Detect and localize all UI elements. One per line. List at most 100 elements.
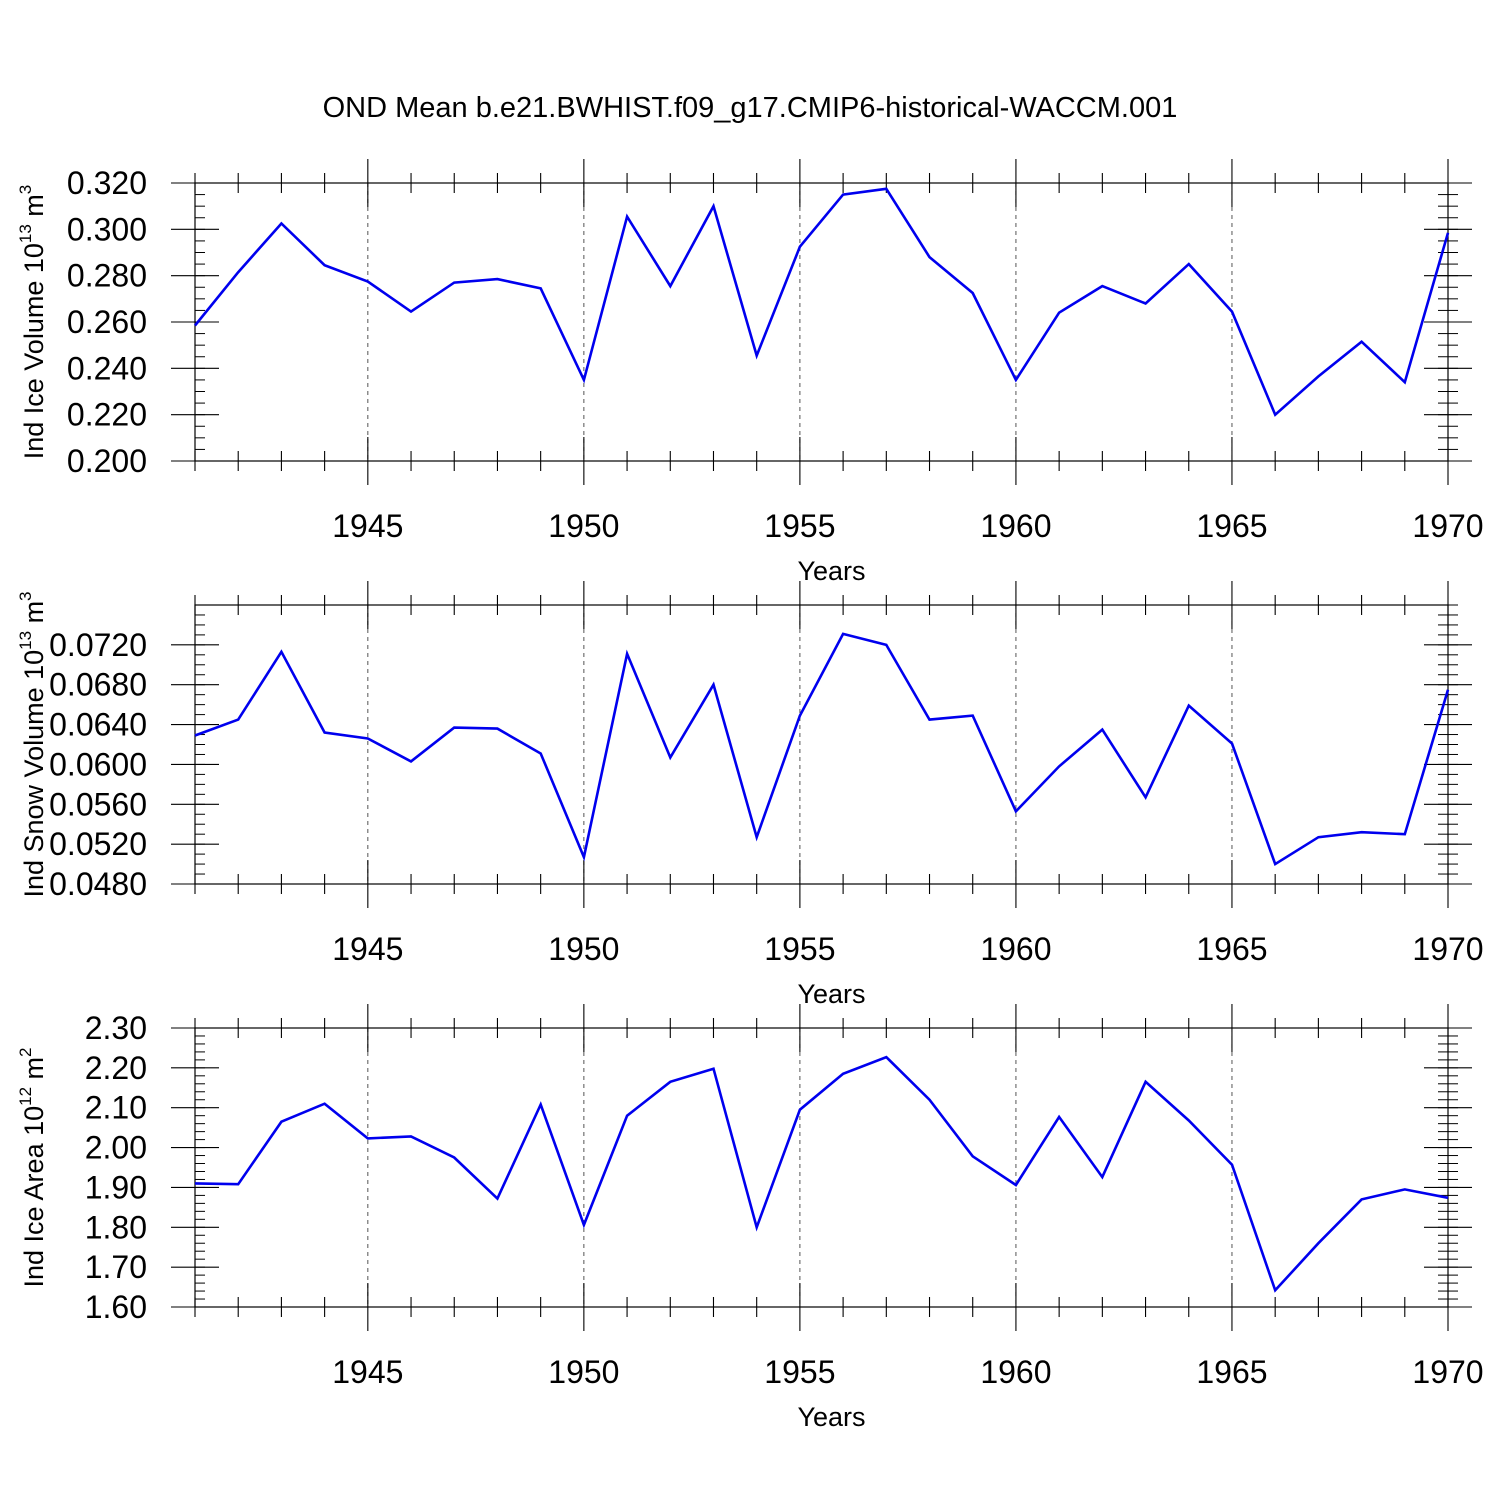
x-tick-label: 1955 [764,931,835,967]
data-point [971,291,975,295]
data-point [841,632,845,636]
data-point [1403,380,1407,384]
data-point [1057,764,1061,768]
data-point [409,759,413,763]
data-point [1144,301,1148,305]
y-tick-label: 0.280 [67,258,147,294]
data-point [1100,284,1104,288]
data-point [1316,835,1320,839]
data-point [366,737,370,741]
data-point [625,1114,629,1118]
x-tick-label: 1970 [1412,931,1483,967]
data-point [928,255,932,259]
data-point [452,726,456,730]
data-point [495,277,499,281]
y-axis-label-part: Ind Snow Volume 10 [19,650,49,898]
data-point [798,714,802,718]
y-tick-label: 0.0640 [49,707,147,743]
series-line [194,1055,1449,1293]
data-point [755,1225,759,1229]
data-point [668,755,672,759]
data-point [1014,809,1018,813]
data-point [928,718,932,722]
x-tick-label: 1960 [980,508,1051,544]
data-point [452,1156,456,1160]
data-point [582,1223,586,1227]
x-tick-label: 1955 [764,508,835,544]
y-axis-label-part: Ind Ice Volume 10 [19,243,49,459]
y-tick-label: 1.60 [85,1289,147,1325]
x-tick-label: 1945 [332,508,403,544]
y-tick-label: 1.80 [85,1209,147,1245]
data-point [1316,374,1320,378]
panel-3: 1.60 1.70 1.80 1.902.00 2.10 2.20 2.30 1945 1950… [16,1004,1484,1432]
data-point [582,855,586,859]
y-tick-label: 0.0520 [49,826,147,862]
data-point [409,310,413,314]
data-point [236,718,240,722]
data-point [1446,1196,1450,1200]
data-point [539,286,543,290]
x-tick-label: 1945 [332,1354,403,1390]
y-tick-label: 2.30 [85,1010,147,1046]
x-tick-label: 1965 [1196,931,1267,967]
data-point [1014,1183,1018,1187]
data-point [1273,413,1277,417]
data-point [1187,1118,1191,1122]
data-point [1403,1187,1407,1191]
x-tick-label: 1970 [1412,508,1483,544]
data-point [1100,728,1104,732]
data-point [668,284,672,288]
data-point [1273,1288,1277,1292]
panel-1: 0.200 0.220 0.240 0.260 0.280 0.300 0.320 1945 1… [16,159,1484,586]
y-tick-label: 0.0720 [49,627,147,663]
data-point [841,1072,845,1076]
y-axis-label: Ind Ice Area 1012 m2 [16,1047,49,1287]
y-axis-label-part: 3 [16,185,35,194]
y-tick-label: 0.0560 [49,786,147,822]
data-point [539,751,543,755]
y-tick-label: 2.00 [85,1130,147,1166]
data-point [625,215,629,219]
data-point [668,1080,672,1084]
data-point [841,193,845,197]
x-tick-label: 1945 [332,931,403,967]
plot-frame [194,182,1449,462]
y-axis-label-part: 2 [16,1047,35,1056]
x-tick-label: 1955 [764,1354,835,1390]
data-point [495,1197,499,1201]
data-point [539,1103,543,1107]
data-point [711,683,715,687]
x-tick-label: 1960 [980,1354,1051,1390]
y-tick-label: 0.200 [67,443,147,479]
y-tick-label: 0.300 [67,211,147,247]
y-axis-label: Ind Snow Volume 1013 m3 [16,591,49,897]
data-point [1057,311,1061,315]
data-point [1187,262,1191,266]
data-point [236,1182,240,1186]
data-point [798,1108,802,1112]
data-point [1230,742,1234,746]
data-point [884,1055,888,1059]
y-tick-label: 1.70 [85,1249,147,1285]
data-point [798,245,802,249]
data-point [884,187,888,191]
y-axis-label-part: m [19,194,49,224]
data-point [928,1098,932,1102]
data-point [1014,378,1018,382]
x-tick-label: 1950 [548,508,619,544]
y-axis-label-part: Ind Ice Area 10 [19,1106,49,1288]
y-tick-label: 0.240 [67,350,147,386]
figure-title: OND Mean b.e21.BWHIST.f09_g17.CMIP6-hist… [322,92,1178,124]
y-tick-label: 0.260 [67,304,147,340]
data-point [366,1136,370,1140]
data-point [236,270,240,274]
y-axis-label-part: m [19,601,49,631]
data-point [1144,795,1148,799]
y-tick-label: 2.20 [85,1050,147,1086]
data-point [366,279,370,283]
data-point [1230,310,1234,314]
x-axis-label: Years [797,979,865,1009]
